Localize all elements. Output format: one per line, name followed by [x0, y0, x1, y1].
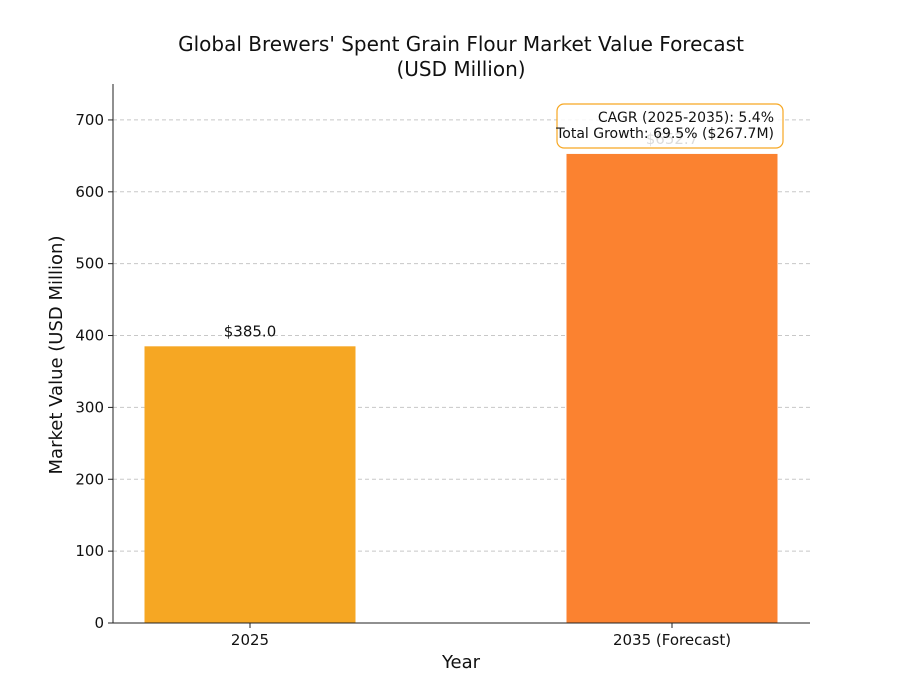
annotation-total-growth: Total Growth: 69.5% ($267.7M): [555, 126, 774, 142]
annotation-cagr: CAGR (2025-2035): 5.4%: [598, 110, 774, 126]
bar-0: [144, 346, 356, 623]
annotation-box: [556, 103, 784, 149]
bar-1: [566, 153, 778, 623]
x-axis-label: Year: [441, 652, 481, 673]
x-tick-label-0: 2025: [231, 631, 269, 649]
y-axis-ticks: 0 100 200 300 400 500 600 700: [75, 111, 113, 632]
y-tick-label-0: 0: [94, 614, 104, 632]
y-tick-label-4: 400: [75, 327, 104, 345]
chart-title: Global Brewers' Spent Grain Flour Market…: [178, 32, 744, 56]
data-label-0: $385.0: [224, 322, 277, 340]
y-tick-label-1: 100: [75, 542, 104, 560]
y-axis-label: Market Value (USD Million): [46, 236, 67, 475]
bars: [144, 153, 778, 623]
y-tick-label-7: 700: [75, 111, 104, 129]
y-tick-label-5: 500: [75, 255, 104, 273]
x-axis-ticks: 2025 2035 (Forecast): [231, 623, 731, 649]
y-tick-label-2: 200: [75, 470, 104, 488]
growth-annotation: CAGR (2025-2035): 5.4% Total Growth: 69.…: [555, 103, 784, 149]
y-tick-label-6: 600: [75, 183, 104, 201]
chart-subtitle: (USD Million): [396, 57, 525, 81]
x-tick-label-1: 2035 (Forecast): [613, 631, 731, 649]
y-tick-label-3: 300: [75, 398, 104, 416]
